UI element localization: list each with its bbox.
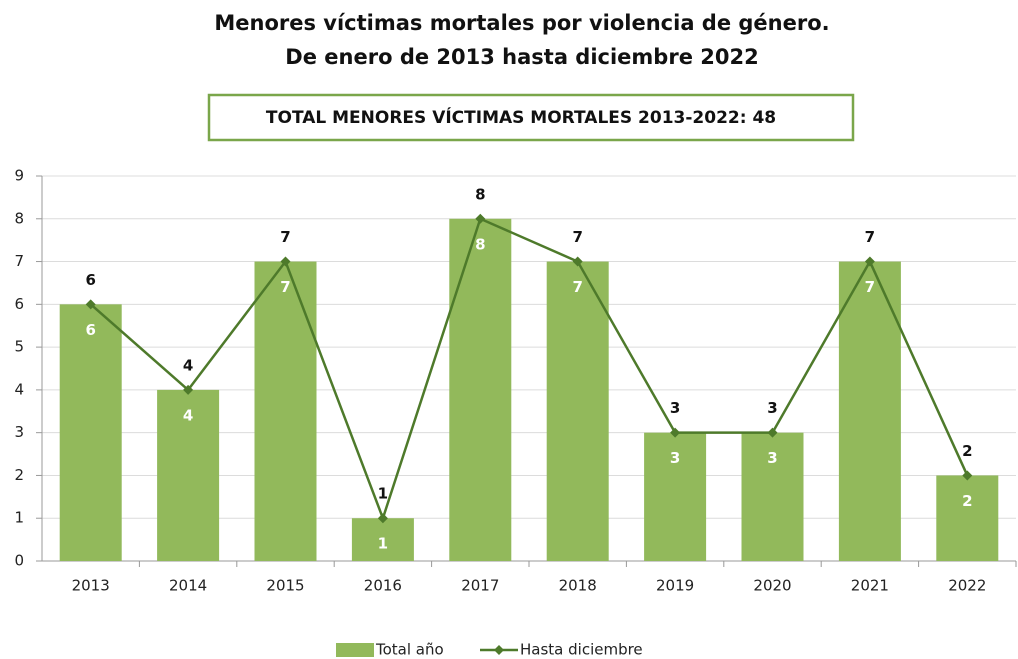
bar-label: 8 <box>475 235 485 253</box>
line-label: 7 <box>865 228 875 246</box>
y-tick-label: 2 <box>14 466 24 484</box>
line-marker <box>864 256 875 267</box>
y-tick-label: 6 <box>14 295 24 313</box>
line-label: 4 <box>183 356 193 374</box>
line-marker <box>183 384 194 395</box>
bar-label: 3 <box>767 449 777 467</box>
x-tick-label: 2014 <box>169 577 207 595</box>
bar-label: 2 <box>962 492 972 510</box>
bar-label: 1 <box>378 535 388 553</box>
line-label: 1 <box>378 485 388 503</box>
bar <box>254 261 317 561</box>
legend-label: Total año <box>375 641 444 659</box>
line-label: 2 <box>962 442 972 460</box>
bar-label: 7 <box>865 278 875 296</box>
y-tick-label: 8 <box>14 209 24 227</box>
chart-subtitle: De enero de 2013 hasta diciembre 2022 <box>285 45 758 69</box>
line-marker <box>85 299 96 310</box>
line-marker <box>280 256 291 267</box>
legend-swatch <box>336 643 374 657</box>
bar <box>449 218 512 561</box>
bar-label: 7 <box>280 278 290 296</box>
line-label: 3 <box>670 399 680 417</box>
bar <box>741 432 804 561</box>
bar-label: 7 <box>572 278 582 296</box>
annotation: TOTAL MENORES VÍCTIMAS MORTALES 2013-202… <box>266 106 776 128</box>
line-marker <box>475 213 486 224</box>
y-tick-label: 1 <box>14 509 24 527</box>
chart-title: Menores víctimas mortales por violencia … <box>214 11 829 35</box>
line-marker <box>670 427 681 438</box>
line-marker <box>962 470 973 481</box>
legend-marker <box>494 645 504 655</box>
x-tick-label: 2021 <box>851 577 889 595</box>
y-tick-label: 5 <box>14 338 24 356</box>
bar <box>644 432 707 561</box>
y-tick-label: 3 <box>14 423 24 441</box>
x-tick-label: 2022 <box>948 577 986 595</box>
x-tick-label: 2017 <box>461 577 499 595</box>
line-label: 6 <box>85 271 95 289</box>
line <box>89 217 969 522</box>
bar-label: 6 <box>85 321 95 339</box>
annotation-box <box>207 93 855 142</box>
line-marker <box>767 427 778 438</box>
bar <box>936 475 999 561</box>
y-tick-label: 4 <box>14 380 24 398</box>
y-tick-label: 9 <box>14 167 24 185</box>
line-marker <box>572 256 583 267</box>
bar <box>838 261 901 561</box>
legend-label: Hasta diciembre <box>520 641 643 659</box>
x-tick-label: 2015 <box>266 577 304 595</box>
y-tick-label: 0 <box>14 552 24 570</box>
y-tick-label: 7 <box>14 252 24 270</box>
bar <box>351 518 414 561</box>
x-tick-label: 2018 <box>559 577 597 595</box>
x-tick-label: 2019 <box>656 577 694 595</box>
bar <box>59 304 122 561</box>
line-label: 7 <box>572 228 582 246</box>
bar-label: 4 <box>183 406 193 424</box>
x-tick-label: 2020 <box>753 577 791 595</box>
x-tick-label: 2016 <box>364 577 402 595</box>
bar-label: 3 <box>670 449 680 467</box>
line-label: 8 <box>475 185 485 203</box>
bar <box>157 389 220 561</box>
x-tick-label: 2013 <box>72 577 110 595</box>
line-marker <box>377 513 388 524</box>
line-label: 3 <box>767 399 777 417</box>
bar <box>546 261 609 561</box>
line-label: 7 <box>280 228 290 246</box>
